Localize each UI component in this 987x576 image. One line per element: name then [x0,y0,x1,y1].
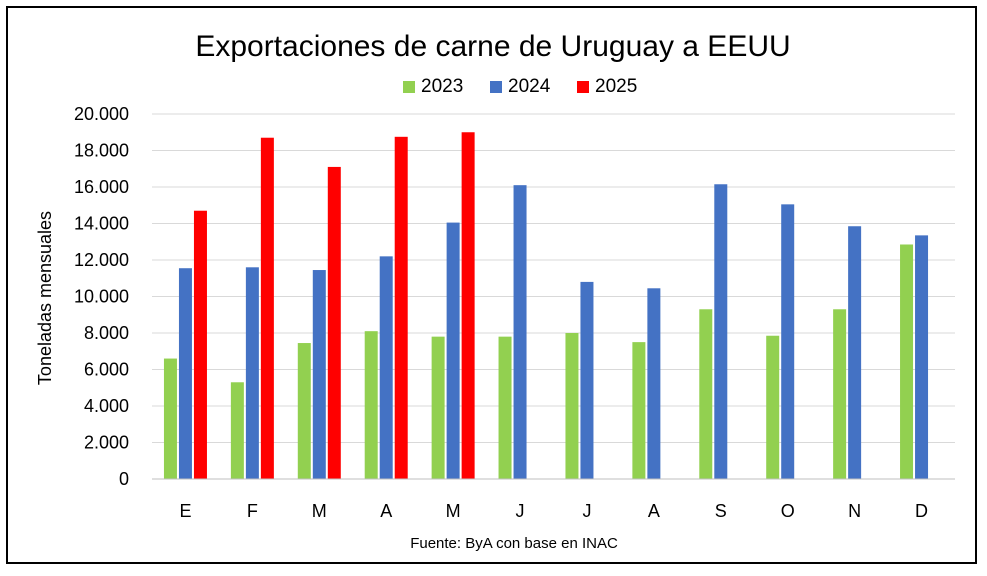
bar-2025 [260,137,274,479]
chart-title: Exportaciones de carne de Uruguay a EEUU [195,30,790,63]
legend-swatch-2023 [403,81,415,93]
y-tick-label: 10.000 [74,287,129,307]
x-tick-label: M [446,501,461,521]
x-tick-label: S [715,501,727,521]
legend-swatch-2024 [490,81,502,93]
legend-label-2023: 2023 [421,76,463,97]
y-tick-label: 0 [119,469,129,489]
bar-2023 [498,336,512,479]
bar-2025 [327,166,341,480]
bar-2024 [714,184,728,479]
bar-2024 [513,185,527,480]
y-tick-label: 12.000 [74,250,129,270]
x-tick-label: D [915,501,928,521]
y-tick-label: 16.000 [74,177,129,197]
legend-label-2025: 2025 [595,76,637,97]
bar-2023 [900,244,914,479]
y-axis-ticks: 0 2.000 4.000 6.000 8.000 10.000 12.000 14.000 1… [74,104,129,489]
y-tick-label: 18.000 [74,141,129,161]
bar-2024 [178,268,192,479]
source-note: Fuente: ByA con base en INAC [410,535,618,552]
bars [152,132,955,480]
bar-2024 [580,281,594,479]
bar-2025 [461,132,475,479]
x-tick-label: F [247,501,258,521]
bar-2023 [431,336,445,479]
bar-2024 [446,222,460,479]
y-tick-label: 14.000 [74,214,129,234]
bar-2024 [781,204,795,479]
y-tick-label: 20.000 [74,104,129,124]
bar-2023 [833,309,847,479]
legend-swatch-2025 [577,81,589,93]
bar-2025 [193,210,207,479]
bar-2023 [699,309,713,479]
bar-2023 [565,333,579,479]
x-tick-label: M [312,501,327,521]
x-tick-label: A [648,501,660,521]
y-tick-label: 2.000 [84,433,129,453]
bar-2023 [364,331,378,479]
x-tick-label: N [848,501,861,521]
x-tick-label: E [179,501,191,521]
bar-2023 [297,343,311,479]
y-tick-label: 8.000 [84,323,129,343]
x-tick-label: A [380,501,392,521]
bar-2023 [163,358,177,479]
y-tick-label: 6.000 [84,360,129,380]
y-tick-label: 4.000 [84,396,129,416]
bar-2024 [848,226,862,479]
bar-2024 [245,267,259,479]
bar-2024 [312,270,326,479]
bar-2024 [915,235,929,479]
x-tick-label: J [582,501,591,521]
bar-2024 [647,288,661,479]
bar-2025 [394,136,408,479]
bar-2023 [766,335,780,479]
bar-2024 [379,256,393,479]
legend-label-2024: 2024 [508,76,551,97]
y-axis-label: Toneladas mensuales [35,211,55,385]
x-tick-label: O [781,501,795,521]
legend: 2023 2024 2025 [403,76,637,97]
bar-2023 [230,382,244,479]
x-tick-label: J [516,501,525,521]
bar-2023 [632,342,646,479]
